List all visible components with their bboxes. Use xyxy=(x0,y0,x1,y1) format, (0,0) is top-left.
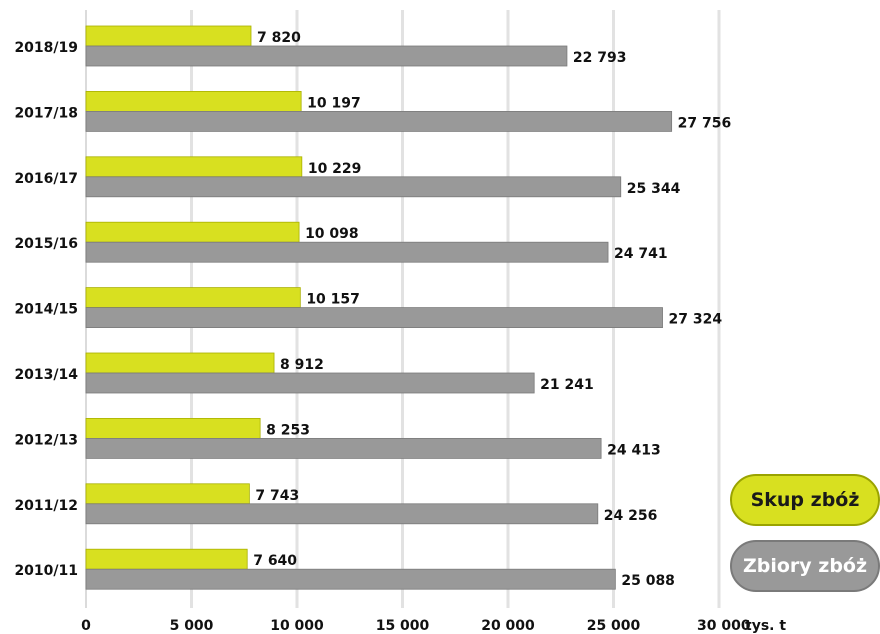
data-label-skup-zboz: 7 640 xyxy=(253,553,297,569)
data-label-skup-zboz: 10 197 xyxy=(307,95,361,111)
data-label-skup-zboz: 8 912 xyxy=(280,357,324,373)
bar-zbiory-zboz xyxy=(85,503,599,525)
category-label: 2016/17 xyxy=(14,171,78,187)
legend-item-zbiory-zboz: Zbiory zbóż xyxy=(730,540,880,592)
bar-zbiory-zboz xyxy=(85,568,616,590)
data-label-skup-zboz: 7 743 xyxy=(255,488,299,504)
data-label-skup-zboz: 10 098 xyxy=(305,226,359,242)
data-label-skup-zboz: 7 820 xyxy=(257,30,301,46)
category-label: 2012/13 xyxy=(14,432,78,448)
bar-skup-zboz xyxy=(85,352,275,374)
category-label: 2017/18 xyxy=(14,105,78,121)
bar-zbiory-zboz xyxy=(85,111,673,132)
bar-zbiory-zboz xyxy=(85,437,602,459)
data-label-skup-zboz: 10 157 xyxy=(306,292,360,308)
bar-skup-zboz xyxy=(85,483,250,505)
category-label: 2015/16 xyxy=(14,236,78,252)
data-label-zbiory-zboz: 27 324 xyxy=(669,312,723,328)
bar-zbiory-zboz xyxy=(85,307,663,329)
bar-zbiory-zboz xyxy=(85,241,609,263)
data-label-zbiory-zboz: 25 088 xyxy=(621,573,675,589)
data-label-zbiory-zboz: 24 256 xyxy=(604,508,658,524)
category-label: 2010/11 xyxy=(14,563,78,579)
data-label-skup-zboz: 10 229 xyxy=(308,161,362,177)
x-tick-label: 0 xyxy=(81,618,91,634)
category-label: 2011/12 xyxy=(14,498,78,514)
bar-skup-zboz xyxy=(85,221,300,243)
data-label-skup-zboz: 8 253 xyxy=(266,422,310,438)
data-label-zbiory-zboz: 24 413 xyxy=(607,442,661,458)
data-label-zbiory-zboz: 27 756 xyxy=(678,115,732,131)
x-tick-label: 20 000 xyxy=(481,618,535,634)
bar-zbiory-zboz xyxy=(85,176,622,198)
bar-skup-zboz xyxy=(85,548,248,570)
category-label: 2013/14 xyxy=(14,367,78,383)
bar-skup-zboz xyxy=(85,156,303,178)
bar-skup-zboz xyxy=(85,287,301,309)
bar-zbiory-zboz xyxy=(85,372,535,394)
x-unit-label: tys. t xyxy=(745,618,786,634)
bar-skup-zboz xyxy=(85,417,261,439)
data-label-zbiory-zboz: 24 741 xyxy=(614,246,668,262)
bar-skup-zboz xyxy=(85,25,252,47)
category-label: 2018/19 xyxy=(14,40,78,56)
x-tick-label: 5 000 xyxy=(170,618,214,634)
legend-label-zbiory-zboz: Zbiory zbóż xyxy=(742,555,868,577)
data-label-zbiory-zboz: 21 241 xyxy=(540,377,594,393)
data-label-zbiory-zboz: 22 793 xyxy=(573,50,627,66)
data-label-zbiory-zboz: 25 344 xyxy=(627,181,681,197)
x-tick-label: 15 000 xyxy=(376,618,430,634)
x-tick-label: 10 000 xyxy=(270,618,324,634)
x-tick-label: 30 000 xyxy=(697,618,751,634)
legend-item-skup-zboz: Skup zbóż xyxy=(730,474,880,526)
legend-label-skup-zboz: Skup zbóż xyxy=(750,489,860,511)
bar-skup-zboz xyxy=(85,91,302,112)
bar-zbiory-zboz xyxy=(85,45,568,67)
category-label: 2014/15 xyxy=(14,302,78,318)
x-tick-label: 25 000 xyxy=(587,618,641,634)
